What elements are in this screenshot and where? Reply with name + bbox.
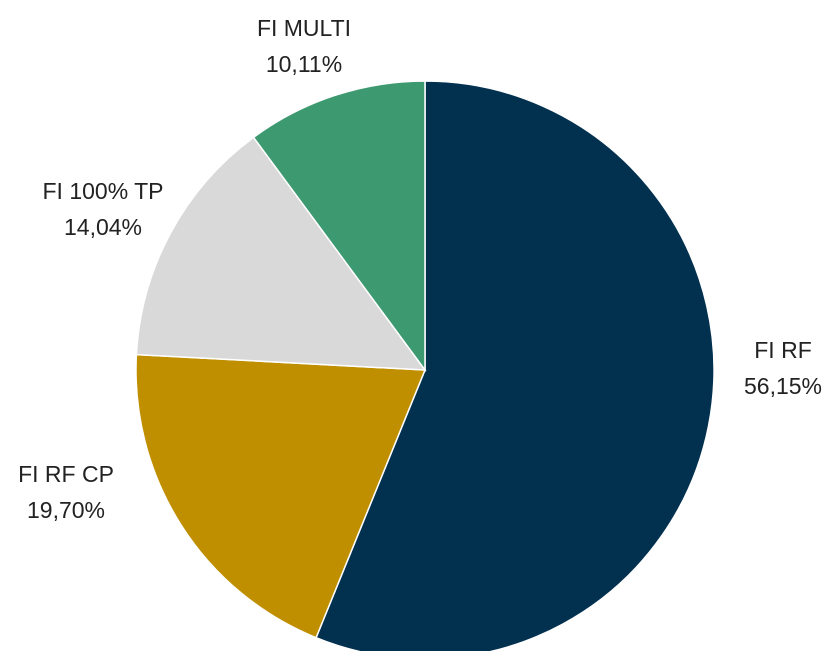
pie-slice <box>135 136 427 371</box>
slice-value-label: 19,70% <box>27 497 105 523</box>
slice-value-label: 56,15% <box>744 373 822 399</box>
pie-slice <box>315 80 715 651</box>
slice-label: FI RF <box>754 337 812 363</box>
pie-slice <box>135 353 427 639</box>
slice-value-label: 14,04% <box>64 214 142 240</box>
pie-slice <box>252 80 426 373</box>
slice-value-label: 10,11% <box>266 51 342 77</box>
slice-label: FI 100% TP <box>42 178 163 204</box>
slice-label: FI RF CP <box>18 461 114 487</box>
slice-label: FI MULTI <box>257 15 351 41</box>
